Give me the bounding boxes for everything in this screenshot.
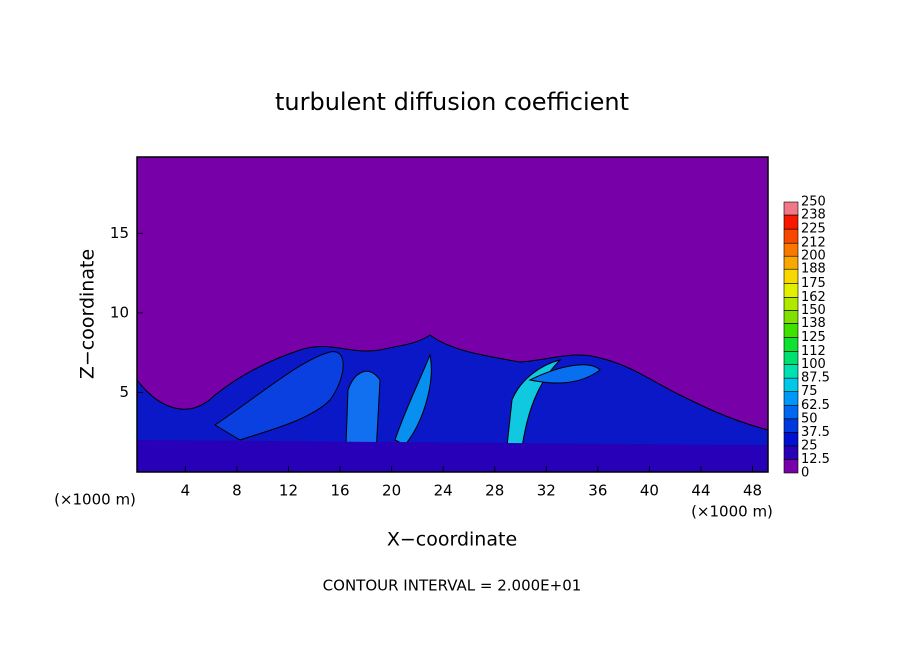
colorbar-label: 238 [801, 208, 826, 223]
y-tick-label: 10 [110, 303, 129, 321]
colorbar-swatch [783, 418, 799, 433]
colorbar-swatch [783, 323, 799, 338]
y-tick-label: 15 [110, 224, 129, 242]
x-tick-label: 24 [434, 482, 453, 500]
colorbar-label: 212 [801, 236, 826, 251]
colorbar-label: 100 [801, 357, 826, 372]
colorbar-swatch [783, 297, 799, 311]
colorbar-label: 37.5 [801, 425, 830, 440]
x-tick-label: 4 [181, 482, 191, 500]
colorbar-swatch [783, 268, 799, 284]
colorbar-label: 75 [801, 384, 818, 399]
colorbar-swatch [783, 214, 799, 230]
colorbar-label: 162 [801, 290, 826, 305]
plot-frame [136, 156, 769, 473]
colorbar-label: 175 [801, 276, 826, 291]
colorbar-swatch [783, 351, 799, 365]
colorbar-label: 12.5 [801, 452, 830, 467]
colorbar-label: 188 [801, 262, 826, 277]
colorbar-label: 150 [801, 303, 826, 318]
colorbar-label: 200 [801, 249, 826, 264]
chart-title: turbulent diffusion coefficient [275, 88, 629, 116]
x-tick-label: 44 [691, 482, 710, 500]
colorbar-swatch [783, 432, 799, 447]
x-tick-label: 20 [382, 482, 401, 500]
colorbar-swatch [783, 404, 799, 420]
colorbar-swatch [783, 459, 799, 474]
colorbar-label: 250 [801, 195, 826, 210]
colorbar-swatch [783, 377, 799, 392]
x-unit: (×1000 m) [691, 503, 773, 521]
colorbar-swatch [783, 282, 799, 298]
y-unit: (×1000 m) [54, 491, 136, 509]
x-tick-label: 16 [330, 482, 349, 500]
colorbar-swatch [783, 337, 799, 352]
note: CONTOUR INTERVAL = 2.000E+01 [323, 577, 582, 595]
x-axis-label: X−coordinate [387, 529, 517, 551]
colorbar-swatch [783, 228, 799, 244]
colorbar-label: 0 [801, 466, 809, 481]
x-tick-label: 28 [485, 482, 504, 500]
x-tick-label: 48 [743, 482, 762, 500]
colorbar-swatch [783, 391, 799, 406]
colorbar-label: 125 [801, 330, 826, 345]
x-tick-label: 32 [537, 482, 556, 500]
x-tick-label: 36 [588, 482, 607, 500]
colorbar-label: 62.5 [801, 398, 830, 413]
colorbar-label: 25 [801, 438, 818, 453]
x-tick-label: 12 [279, 482, 298, 500]
colorbar-label: 225 [801, 222, 826, 237]
colorbar-label: 50 [801, 411, 818, 426]
x-tick-label: 8 [232, 482, 242, 500]
colorbar-swatch [783, 364, 799, 379]
colorbar-swatch [783, 310, 799, 324]
colorbar-swatch [783, 255, 799, 270]
colorbar-swatch [783, 445, 799, 460]
contour-field [137, 157, 768, 472]
y-axis-label: Z−coordinate [77, 249, 99, 379]
colorbar-swatch [783, 242, 799, 257]
colorbar-label: 87.5 [801, 371, 830, 386]
colorbar-label: 138 [801, 316, 826, 331]
colorbar-label: 112 [801, 344, 826, 359]
colorbar-swatch [783, 201, 799, 216]
x-tick-label: 40 [640, 482, 659, 500]
y-tick-label: 5 [119, 383, 129, 401]
